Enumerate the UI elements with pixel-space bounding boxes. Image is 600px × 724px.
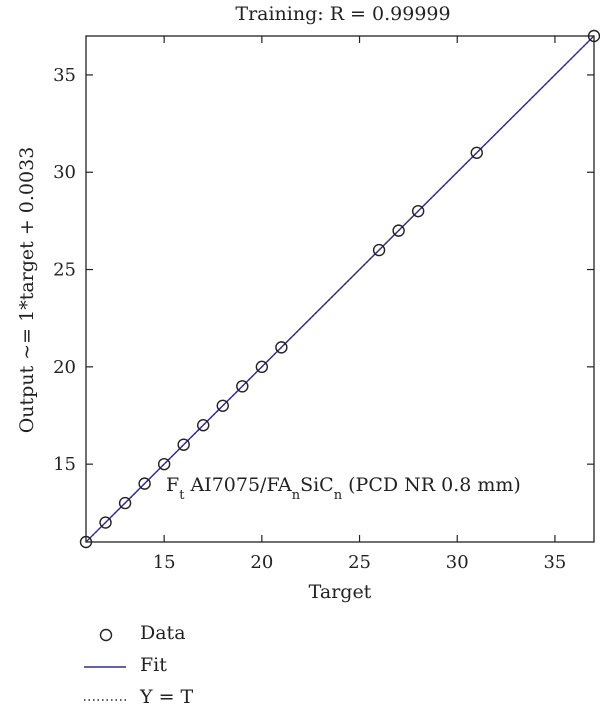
data-point — [118, 496, 132, 510]
data-point — [392, 224, 405, 237]
solid-line-icon — [84, 666, 126, 668]
data-point — [138, 477, 151, 490]
y-tick-label: 35 — [53, 65, 76, 86]
dotted-line-icon — [84, 699, 126, 701]
x-tick-label: 35 — [543, 552, 566, 573]
data-point — [216, 399, 229, 412]
x-tick-label: 15 — [153, 552, 176, 573]
data-point — [197, 419, 210, 432]
legend-label-fit: Fit — [140, 654, 167, 676]
annotation-base1: F — [166, 474, 179, 496]
chart-title: Training: R = 0.99999 — [235, 3, 450, 25]
annotation-base3: SiC — [300, 474, 334, 496]
y-axis-label: Output ~= 1*target + 0.0033 — [16, 147, 38, 434]
y-tick-label: 20 — [53, 357, 76, 378]
legend-label-y-equals-t: Y = T — [140, 686, 194, 708]
data-point — [275, 341, 288, 354]
annotation-base2: AI7075/FA — [184, 474, 292, 496]
fit-line — [85, 35, 595, 543]
chart-annotation: Ft AI7075/FAnSiCn (PCD NR 0.8 mm) — [166, 474, 521, 503]
x-tick-label: 25 — [348, 552, 371, 573]
circle-marker-icon — [99, 628, 113, 642]
y-tick-label: 25 — [53, 260, 76, 281]
data-point — [372, 243, 386, 257]
data-point — [177, 438, 190, 451]
data-point — [157, 457, 171, 471]
x-tick-label: 30 — [446, 552, 469, 573]
annotation-sub3: n — [334, 488, 343, 503]
data-point — [470, 146, 483, 159]
annotation-sub1: t — [179, 488, 185, 503]
y-tick-label: 30 — [53, 162, 76, 183]
data-point — [99, 516, 112, 529]
annotation-tail: (PCD NR 0.8 mm) — [342, 474, 521, 496]
x-axis-ticks: 15 20 25 30 35 — [153, 36, 566, 573]
y-tick-label: 15 — [53, 454, 76, 475]
data-point — [236, 380, 249, 393]
x-tick-label: 20 — [250, 552, 273, 573]
data-points-layer — [79, 29, 600, 549]
x-axis-label: Target — [309, 581, 372, 603]
legend-label-data: Data — [140, 622, 186, 644]
data-point — [411, 204, 425, 218]
fit-line-layer — [85, 35, 595, 543]
y-axis-ticks: 15 20 25 30 35 — [53, 65, 594, 475]
data-point — [255, 360, 269, 374]
plot-frame — [85, 35, 595, 543]
annotation-sub2: n — [292, 488, 301, 503]
